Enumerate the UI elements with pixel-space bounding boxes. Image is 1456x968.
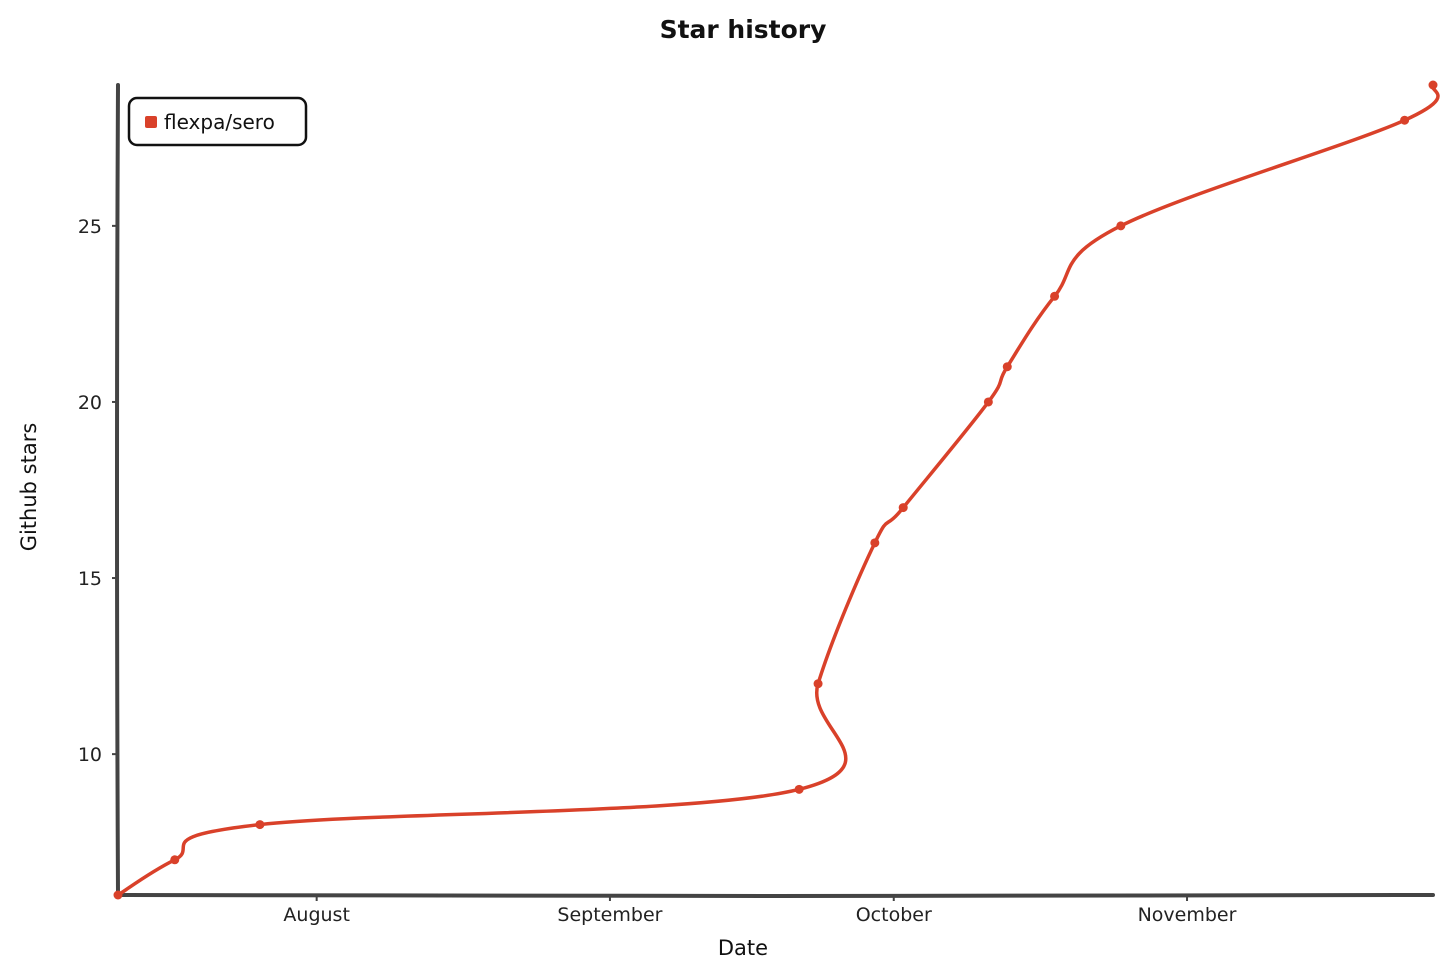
y-axis-line <box>115 83 120 897</box>
x-axis-ticks: August September October November <box>283 895 1237 926</box>
legend-box <box>127 96 308 147</box>
series-layer <box>113 80 1440 900</box>
axes <box>115 83 1435 898</box>
x-tick-label: September <box>557 904 662 926</box>
y-axis-label: Github stars <box>17 423 41 552</box>
data-point <box>870 538 880 548</box>
y-axis-ticks: 10 15 20 25 <box>78 216 118 766</box>
x-axis-line <box>116 893 1435 898</box>
y-tick-label: 15 <box>78 568 102 590</box>
data-point <box>813 679 823 689</box>
data-point <box>1050 291 1060 301</box>
data-point <box>898 503 908 513</box>
chart-title: Star history <box>660 15 827 44</box>
y-tick-label: 20 <box>78 392 102 414</box>
data-point <box>983 397 993 407</box>
series-line <box>116 83 1440 897</box>
data-point <box>1116 221 1126 231</box>
x-axis-label: Date <box>718 936 768 960</box>
x-tick-label: November <box>1138 904 1237 926</box>
legend-swatch <box>145 116 157 128</box>
legend: flexpa/sero <box>127 96 308 147</box>
data-point <box>1002 362 1012 372</box>
data-point <box>255 820 265 830</box>
legend-entry-label: flexpa/sero <box>164 110 275 134</box>
y-tick-label: 10 <box>78 744 102 766</box>
data-point <box>794 784 804 794</box>
data-point <box>113 890 123 900</box>
data-point <box>1428 80 1438 90</box>
data-point <box>170 855 180 865</box>
data-point <box>1400 115 1410 125</box>
y-tick-label: 25 <box>78 216 102 238</box>
x-tick-label: August <box>283 904 350 926</box>
x-tick-label: October <box>856 904 932 926</box>
